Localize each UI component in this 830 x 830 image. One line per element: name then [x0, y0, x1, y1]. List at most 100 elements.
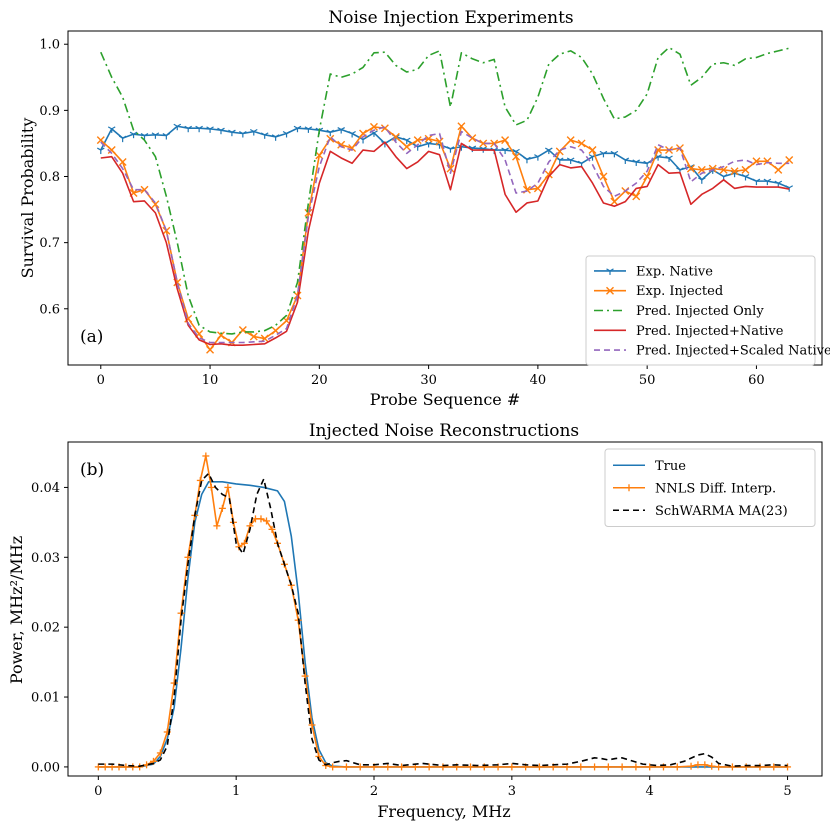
panel-b-ylabel: Power, MHz²/MHz — [7, 536, 26, 684]
b-point-nnls-diff-interp — [213, 522, 221, 530]
a-point-exp-injected — [588, 146, 597, 155]
a-point-exp-injected — [216, 331, 225, 340]
b-point-nnls-diff-interp — [646, 763, 654, 771]
a-ytick-label: 0.7 — [39, 236, 60, 251]
panel-b-legend: True NNLS Diff. Interp. SchWARMA MA(23) — [604, 448, 816, 527]
a-point-exp-injected — [610, 197, 619, 206]
a-point-exp-injected — [162, 226, 171, 235]
b-point-nnls-diff-interp — [715, 763, 723, 771]
b-point-nnls-diff-interp — [742, 763, 750, 771]
b-point-nnls-diff-interp — [257, 515, 265, 523]
b-point-nnls-diff-interp — [218, 504, 226, 512]
a-point-exp-injected — [577, 139, 586, 148]
a-point-exp-native — [173, 123, 182, 131]
a-legend-label-exp-native: Exp. Native — [636, 264, 713, 279]
a-point-exp-injected — [730, 167, 739, 176]
a-legend-label-pred-injected-scaled-native: Pred. Injected+Scaled Native — [636, 344, 830, 359]
b-point-nnls-diff-interp — [262, 517, 270, 525]
b-legend-label-schwarma-ma-23: SchWARMA MA(23) — [655, 504, 788, 519]
a-point-exp-injected — [369, 122, 378, 131]
a-ytick-label: 0.9 — [39, 104, 60, 119]
b-xtick-label: 2 — [370, 784, 378, 799]
a-point-exp-injected — [686, 164, 695, 173]
b-point-nnls-diff-interp — [632, 763, 640, 771]
b-point-nnls-diff-interp — [770, 763, 778, 771]
a-point-exp-injected — [413, 136, 422, 145]
a-point-exp-injected — [785, 155, 794, 164]
a-point-exp-injected — [206, 345, 215, 354]
a-series-pred-injected-only — [100, 46, 790, 335]
a-point-exp-native — [545, 147, 553, 155]
a-point-exp-native — [643, 160, 651, 168]
a-point-exp-native — [249, 129, 258, 136]
b-point-nnls-diff-interp — [701, 761, 709, 769]
b-point-nnls-diff-interp — [756, 763, 764, 771]
b-ytick-label: 0.02 — [31, 621, 60, 636]
b-point-nnls-diff-interp — [170, 679, 178, 687]
b-legend-label-nnls-diff-interp: NNLS Diff. Interp. — [655, 481, 776, 496]
a-point-exp-native — [326, 129, 335, 137]
a-point-exp-injected — [348, 144, 357, 153]
a-point-exp-native — [162, 132, 171, 140]
b-ytick-label: 0.03 — [31, 551, 60, 566]
a-legend-marker — [606, 286, 614, 295]
b-point-nnls-diff-interp — [618, 763, 626, 771]
b-point-nnls-diff-interp — [694, 761, 702, 769]
a-point-exp-injected — [457, 122, 466, 131]
a-point-exp-injected — [479, 139, 488, 148]
b-point-nnls-diff-interp — [329, 763, 337, 771]
b-ytick-label: 0.00 — [31, 760, 60, 775]
b-xtick-label: 3 — [508, 784, 516, 799]
a-point-exp-injected — [566, 136, 575, 145]
a-point-exp-native — [741, 173, 750, 181]
a-point-exp-injected — [424, 134, 433, 143]
a-point-exp-native — [195, 125, 203, 133]
a-point-exp-injected — [599, 172, 608, 181]
panel-a-title: Noise Injection Experiments — [328, 8, 573, 28]
a-point-exp-native — [566, 157, 575, 164]
a-point-exp-injected — [501, 136, 510, 145]
b-point-nnls-diff-interp — [467, 763, 475, 771]
b-point-nnls-diff-interp — [129, 763, 137, 771]
a-point-exp-native — [534, 154, 542, 161]
b-point-nnls-diff-interp — [728, 763, 736, 771]
a-point-exp-native — [752, 178, 761, 186]
a-point-exp-injected — [533, 184, 542, 193]
a-legend-box — [585, 255, 816, 366]
a-legend-label-pred-injected-only: Pred. Injected Only — [636, 304, 764, 319]
a-point-exp-native — [282, 130, 291, 138]
b-point-nnls-diff-interp — [425, 763, 433, 771]
b-point-nnls-diff-interp — [156, 749, 164, 757]
a-point-exp-native — [621, 157, 630, 164]
b-point-nnls-diff-interp — [439, 763, 447, 771]
a-point-exp-native — [293, 125, 302, 133]
b-ytick-label: 0.04 — [31, 481, 60, 496]
a-point-exp-native — [632, 159, 641, 166]
a-series-pred-injected-native — [100, 141, 790, 346]
b-point-nnls-diff-interp — [196, 476, 204, 484]
panel-a-letter: (a) — [80, 327, 103, 347]
a-point-exp-native — [337, 127, 345, 134]
a-xtick-label: 20 — [311, 373, 328, 388]
a-point-exp-injected — [402, 142, 411, 151]
b-legend-box — [604, 448, 816, 527]
panel-a-legend: Exp. Native Exp. Injected Pred. Injected O… — [585, 255, 830, 366]
a-point-exp-native — [228, 129, 236, 137]
b-point-nnls-diff-interp — [398, 763, 406, 771]
b-point-nnls-diff-interp — [604, 763, 612, 771]
a-point-exp-injected — [293, 291, 302, 300]
b-point-nnls-diff-interp — [673, 763, 681, 771]
b-point-nnls-diff-interp — [342, 763, 350, 771]
a-point-exp-native — [348, 130, 356, 138]
a-point-exp-native — [184, 125, 193, 133]
a-xtick-label: 30 — [420, 373, 437, 388]
b-point-nnls-diff-interp — [356, 763, 364, 771]
b-legend-marker — [625, 484, 633, 492]
a-legend-label-pred-injected-native: Pred. Injected+Native — [636, 324, 784, 339]
panel-a-xlabel: Probe Sequence # — [370, 390, 521, 409]
a-point-exp-injected — [632, 192, 641, 201]
a-point-exp-native — [665, 155, 673, 162]
panel-a-ylabel: Survival Probability — [18, 118, 37, 279]
a-point-exp-native — [217, 127, 225, 135]
a-point-exp-native — [523, 156, 531, 164]
